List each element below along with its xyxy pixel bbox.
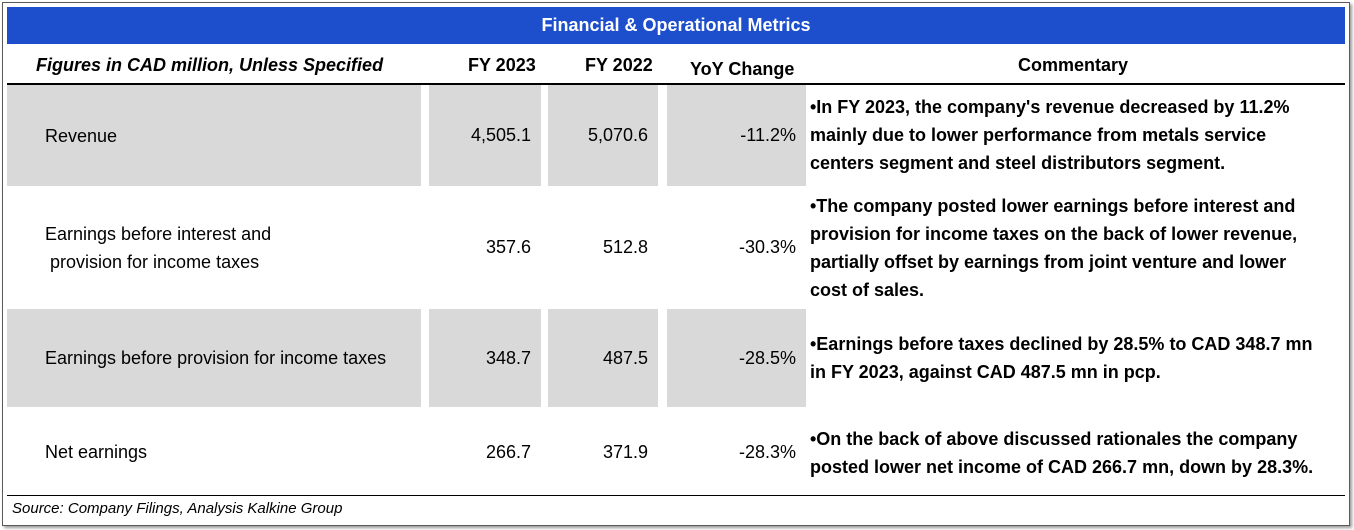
header-figures-label: Figures in CAD million, Unless Specified xyxy=(36,54,384,75)
source-note: Source: Company Filings, Analysis Kalkin… xyxy=(12,500,343,517)
table-row-revenue-fy2023: 4,505.1 xyxy=(429,85,541,186)
commentary-line: •The company posted lower earnings befor… xyxy=(810,196,1296,216)
row-label-line: Earnings before interest and xyxy=(45,223,272,244)
header-yoy-change: YoY Change xyxy=(690,58,795,79)
table-row-revenue-fy2022: 5,070.6 xyxy=(548,85,658,186)
header-fy2022: FY 2022 xyxy=(585,54,653,75)
table-row-net-earnings-label: Net earnings xyxy=(45,442,148,462)
table-row-net-earnings-yoy: -28.3% xyxy=(738,441,796,462)
header-divider xyxy=(7,83,1345,85)
table-row-ebt-fy2023: 348.7 xyxy=(429,309,541,407)
commentary-line: centers segment and steel distributors s… xyxy=(810,153,1226,173)
table-row-ebit-yoy: -30.3% xyxy=(738,237,796,257)
commentary-line: mainly due to lower performance from met… xyxy=(810,125,1267,145)
commentary-line: provision for income taxes on the back o… xyxy=(810,224,1298,244)
table-row-net-earnings-fy2022: 371.9 xyxy=(602,441,648,462)
table-row-revenue-yoy: -11.2% xyxy=(667,85,806,186)
table-row-net-earnings-commentary: •On the back of above discussed rational… xyxy=(810,425,1340,481)
table-row-ebit-commentary: •The company posted lower earnings befor… xyxy=(810,192,1340,304)
commentary-line: •On the back of above discussed rational… xyxy=(810,429,1298,449)
table-row-ebt-commentary: •Earnings before taxes declined by 28.5%… xyxy=(810,330,1340,386)
commentary-line: •In FY 2023, the company's revenue decre… xyxy=(810,97,1290,117)
table-row-ebt-label: Earnings before provision for income tax… xyxy=(7,309,421,407)
table-row-ebit-fy2023: 357.6 xyxy=(485,237,531,257)
table-title: Financial & Operational Metrics xyxy=(7,7,1345,44)
table-row-ebt-yoy: -28.5% xyxy=(667,309,806,407)
table-row-revenue-commentary: •In FY 2023, the company's revenue decre… xyxy=(810,93,1340,177)
header-fy2023: FY 2023 xyxy=(468,54,536,75)
header-commentary: Commentary xyxy=(1018,54,1129,75)
table-row-revenue-label: Revenue xyxy=(7,85,421,186)
commentary-line: •Earnings before taxes declined by 28.5%… xyxy=(810,334,1313,354)
footer-divider xyxy=(7,495,1345,496)
table-row-net-earnings-fy2023: 266.7 xyxy=(485,441,531,462)
row-label-line: provision for income taxes xyxy=(45,251,260,272)
commentary-line: posted lower net income of CAD 266.7 mn,… xyxy=(810,457,1314,477)
table-row-ebit-fy2022: 512.8 xyxy=(602,237,648,257)
table-row-ebit-label: Earnings before interest and provision f… xyxy=(7,190,421,305)
commentary-line: partially offset by earnings from joint … xyxy=(810,252,1287,272)
commentary-line: in FY 2023, against CAD 487.5 mn in pcp. xyxy=(810,362,1161,382)
commentary-line: cost of sales. xyxy=(810,280,925,300)
table-row-ebt-fy2022: 487.5 xyxy=(548,309,658,407)
